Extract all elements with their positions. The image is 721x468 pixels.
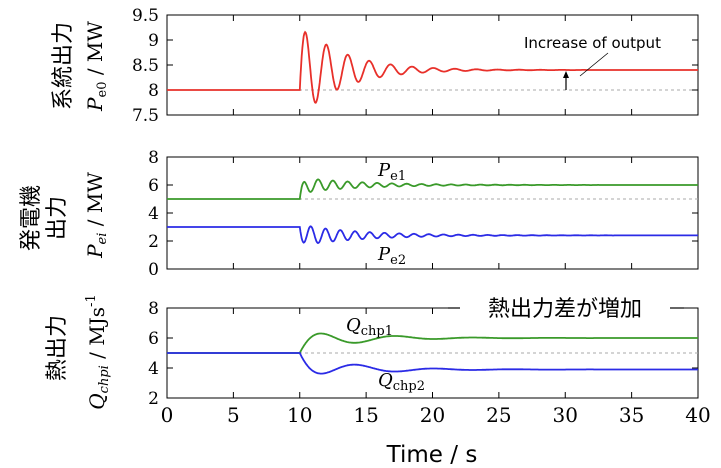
annotation-increase-of-output: Increase of output bbox=[524, 34, 661, 52]
y-tick-label: 8 bbox=[148, 81, 159, 101]
plot-frame-top bbox=[166, 14, 699, 116]
panel-bottom: 8 6 4 20 5 10 15 20 25 30 35 40 熱出力 Qchpi / MJs-1 Q… bbox=[45, 293, 711, 468]
annotation-leader-line bbox=[579, 52, 609, 77]
ylabel-top-sym: Pe0 / MW bbox=[83, 21, 110, 112]
series-label-qchp1: Qchp1 bbox=[346, 315, 393, 339]
y-tick-label: 2 bbox=[148, 389, 159, 409]
series-line-pe1 bbox=[167, 178, 698, 200]
x-axis-label: Time / s bbox=[386, 442, 478, 468]
ylabel-bottom-sym: Qchpi / MJs-1 bbox=[84, 294, 112, 409]
series-label-pe2: Pe2 bbox=[377, 244, 406, 268]
x-tick-label: 25 bbox=[486, 403, 511, 427]
x-tick-label: 10 bbox=[287, 403, 312, 427]
y-tick-label: 4 bbox=[148, 204, 159, 224]
y-tick-label: 6 bbox=[148, 329, 159, 349]
ylabel-bottom-jp: 熱出力 bbox=[45, 315, 70, 381]
ylabel-middle-jp-1: 発電機 bbox=[19, 185, 44, 251]
callout-heat-output-diff: 熱出力差が増加 bbox=[488, 297, 642, 322]
y-tick-label: 9 bbox=[148, 31, 159, 51]
ylabel-middle-jp-2: 出力 bbox=[45, 196, 70, 240]
y-tick-label: 0 bbox=[148, 260, 159, 280]
series-line-pe0 bbox=[167, 30, 698, 104]
panel-middle: 8 6 4 2 0 発電機 出力 Pei / MW Pe1 Pe2 bbox=[19, 148, 699, 280]
series-label-pe1: Pe1 bbox=[377, 160, 406, 184]
y-tick-label: 8 bbox=[148, 299, 159, 319]
x-tick-label: 40 bbox=[685, 403, 710, 427]
y-tick-label: 4 bbox=[148, 359, 159, 379]
panel-top: 9.5 9 8.5 8 7.5 系統出力 Pe0 / MW Increase of ou… bbox=[51, 6, 699, 126]
annotation-arrow-head bbox=[563, 71, 569, 78]
y-tick-label: 9.5 bbox=[132, 6, 159, 26]
ylabel-top-jp: 系統出力 bbox=[51, 22, 76, 110]
x-tick-label: 20 bbox=[420, 403, 445, 427]
y-tick-label: 6 bbox=[148, 176, 159, 196]
x-tick-label: 15 bbox=[353, 403, 378, 427]
x-tick-label: 0 bbox=[161, 403, 174, 427]
y-tick-label: 8.5 bbox=[132, 56, 159, 76]
plot-frame-middle bbox=[166, 156, 699, 270]
y-tick-label: 7.5 bbox=[132, 106, 159, 126]
x-tick-label: 5 bbox=[227, 403, 240, 427]
series-line-qchp2 bbox=[167, 352, 698, 375]
y-tick-label: 2 bbox=[148, 232, 159, 252]
series-label-qchp2: Qchp2 bbox=[378, 370, 425, 394]
x-tick-label: 35 bbox=[619, 403, 644, 427]
y-tick-label: 8 bbox=[148, 148, 159, 168]
series-line-pe2 bbox=[167, 225, 698, 244]
x-tick-label: 30 bbox=[553, 403, 578, 427]
callout-background bbox=[448, 293, 684, 323]
ylabel-middle-sym: Pei / MW bbox=[83, 172, 110, 259]
series-line-qchp1 bbox=[167, 332, 698, 354]
